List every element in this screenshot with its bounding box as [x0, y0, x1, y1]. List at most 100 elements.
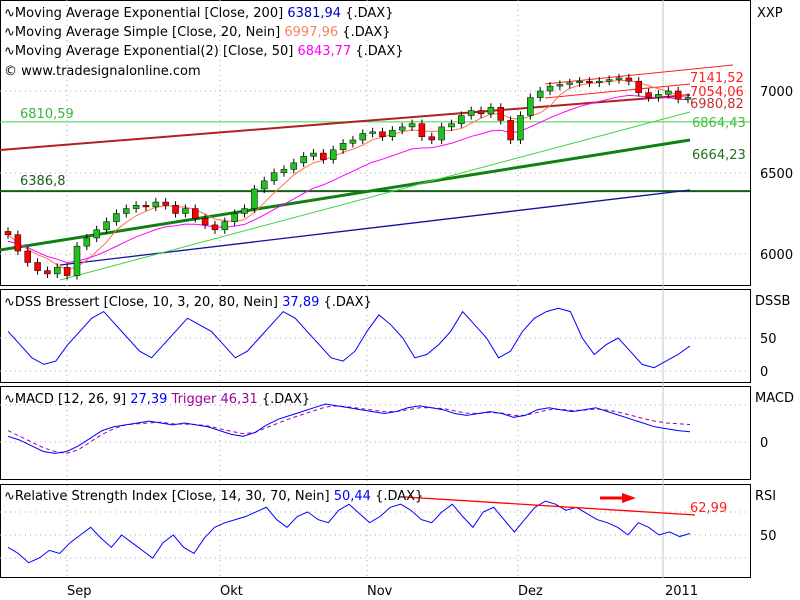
candle: [556, 84, 564, 87]
macd-legend[interactable]: ∿MACD [12, 26, 9] 27,39 Trigger 46,31 {.…: [4, 392, 310, 407]
candle: [83, 237, 91, 247]
legend-ema50[interactable]: ∿Moving Average Exponential(2) [Close, 5…: [4, 44, 404, 59]
sma20-line: [7, 80, 689, 271]
price-panel[interactable]: [0, 0, 751, 286]
x-label-dez: Dez: [518, 584, 543, 599]
candle: [438, 126, 445, 141]
rsi-line: [7, 500, 691, 564]
rsi-trend-label: 62,99: [690, 501, 727, 516]
candle: [625, 77, 633, 82]
candle: [339, 143, 347, 151]
candle: [674, 90, 682, 100]
rsi-panel[interactable]: [0, 484, 751, 578]
x-label-nov: Nov: [367, 584, 393, 599]
candle: [320, 152, 327, 160]
tick-6000: 6000: [760, 248, 793, 263]
x-label-2011: 2011: [665, 584, 698, 599]
candle: [655, 94, 662, 98]
candle: [241, 208, 248, 214]
label-6810: 6810,59: [20, 107, 74, 122]
label-7141: 7141,52: [690, 71, 744, 86]
trend-line-green: [0, 138, 691, 252]
candle: [103, 221, 110, 231]
label-6864: 6864,43: [692, 116, 746, 131]
wave-icon: ∿: [4, 489, 15, 504]
dss-legend[interactable]: ∿DSS Bressert [Close, 10, 3, 20, 80, Nei…: [4, 295, 372, 310]
candle: [14, 234, 22, 252]
candle: [290, 162, 298, 170]
price-axis-title: XXP: [757, 6, 783, 21]
rsi-legend[interactable]: ∿Relative Strength Index [Close, 14, 30,…: [4, 489, 423, 504]
candle: [191, 208, 199, 219]
candle: [251, 188, 258, 209]
wave-icon: ∿: [4, 44, 15, 59]
candle: [300, 156, 307, 164]
label-6386: 6386,8: [20, 174, 66, 189]
candle: [448, 123, 455, 128]
ema50-line: [7, 94, 689, 264]
candle: [63, 267, 71, 276]
candle: [665, 90, 672, 95]
candle: [369, 131, 376, 134]
dss-panel[interactable]: [0, 289, 751, 383]
macd-tick-0: 0: [760, 436, 768, 451]
candle: [73, 245, 81, 276]
candle: [211, 224, 219, 231]
candle: [645, 92, 652, 98]
macd-line: [7, 403, 691, 454]
candle: [684, 97, 692, 100]
tick-7000: 7000: [760, 85, 793, 100]
wave-icon: ∿: [4, 6, 15, 21]
candle: [182, 208, 189, 214]
x-label-okt: Okt: [220, 584, 243, 599]
rsi-trend-line: [404, 496, 696, 516]
dss-line: [7, 307, 691, 369]
candle: [487, 107, 495, 115]
candle: [418, 123, 426, 137]
candle: [408, 123, 416, 128]
candle: [497, 107, 505, 121]
candle: [132, 205, 140, 209]
candle: [221, 221, 229, 231]
candle: [635, 80, 642, 93]
candle: [527, 97, 534, 116]
candle: [280, 169, 288, 173]
candle: [458, 115, 465, 124]
candle: [231, 213, 238, 222]
candle: [34, 262, 41, 271]
rsi-tick-50: 50: [760, 529, 777, 544]
candle: [201, 218, 209, 226]
tick-6500: 6500: [760, 167, 793, 182]
channel-lower: [544, 83, 691, 99]
wave-icon: ∿: [4, 25, 15, 40]
candle: [467, 110, 475, 116]
dss-tick-0: 0: [760, 365, 768, 380]
wave-icon: ∿: [4, 295, 15, 310]
legend-ema200[interactable]: ∿Moving Average Exponential [Close, 200]…: [4, 6, 393, 21]
candle: [605, 79, 613, 82]
rsi-axis-title: RSI: [755, 489, 776, 504]
candle: [4, 231, 12, 235]
macd-panel[interactable]: [0, 386, 751, 480]
dss-axis-title: DSSB: [755, 294, 790, 309]
candle: [142, 205, 150, 208]
legend-sma20[interactable]: ∿Moving Average Simple [Close, 20, Nein]…: [4, 25, 391, 40]
candle: [546, 85, 554, 92]
candle: [517, 115, 524, 141]
dss-tick-50: 50: [760, 332, 777, 347]
label-6664: 6664,23: [692, 148, 746, 163]
candle: [566, 82, 573, 85]
candle: [113, 213, 120, 222]
candle: [349, 139, 357, 144]
candle: [586, 80, 593, 84]
candle: [270, 172, 278, 182]
candle: [44, 270, 51, 275]
candle: [172, 205, 179, 214]
candle: [93, 229, 100, 239]
candle: [310, 152, 317, 157]
channel-upper: [544, 64, 734, 85]
x-label-sep: Sep: [67, 584, 92, 599]
trend-line-lightgreen: [59, 111, 691, 281]
candle: [615, 77, 623, 80]
